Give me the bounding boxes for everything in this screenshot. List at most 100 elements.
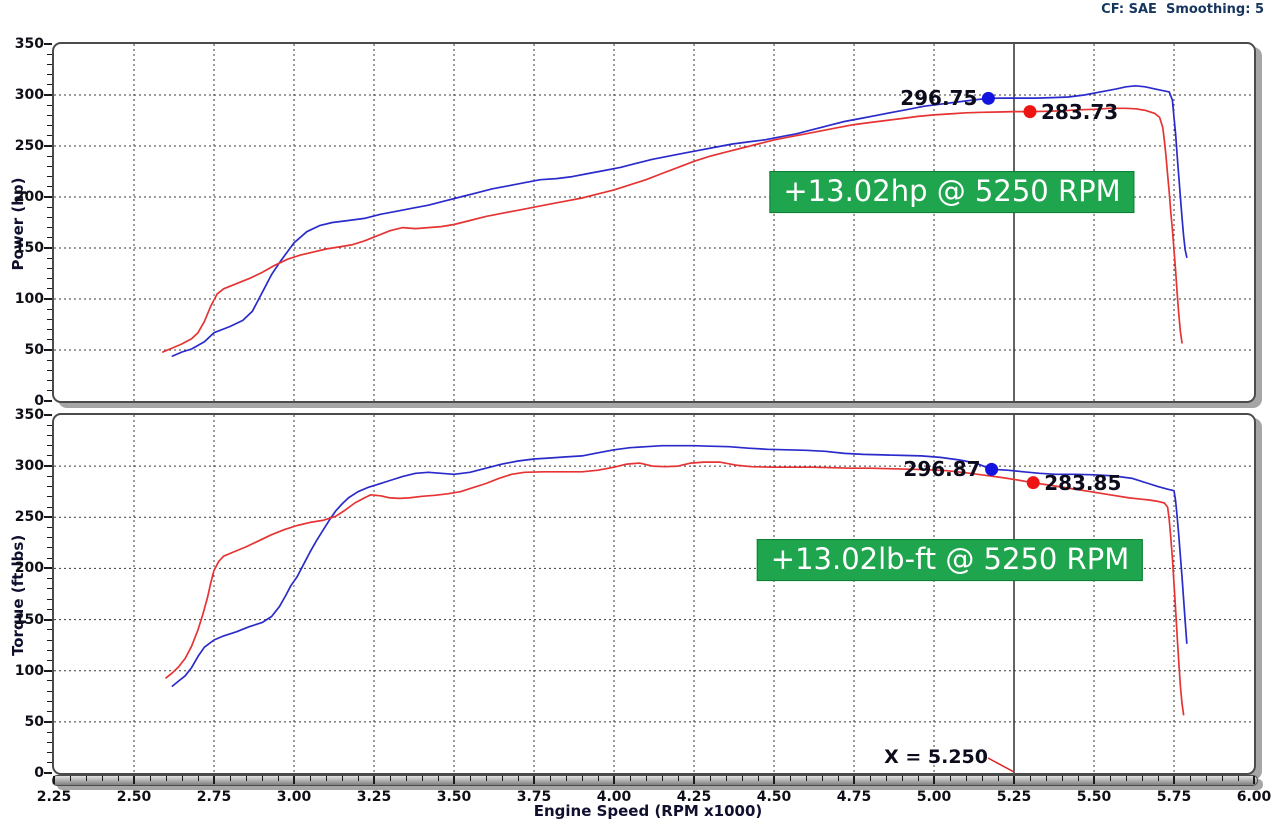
power-y-tick-label: 200 [14,189,44,205]
x-axis-tick [181,776,183,781]
torque-before-marker-dot[interactable] [1026,476,1040,490]
power-gain-annotation: +13.02hp @ 5250 RPM [769,171,1135,213]
y-axis-tick [44,567,52,570]
y-axis-tick [47,731,52,733]
x-axis-tick [101,776,103,781]
x-axis-tick [1109,776,1111,781]
x-tick-label: 5.25 [996,789,1032,805]
x-axis-tick [85,776,87,781]
x-axis-tick [629,776,631,781]
y-axis-tick [47,680,52,682]
cursor-label-leader-line [987,757,1015,773]
y-axis-tick [44,247,52,249]
power-plot-area[interactable] [54,44,1254,401]
x-axis-tick [597,776,599,781]
x-axis-tick [757,776,759,781]
x-axis-tick [645,776,647,781]
x-axis-tick [1045,776,1047,781]
torque-after-marker-value: 296.87 [903,457,981,482]
x-axis-title: Engine Speed (RPM x1000) [533,802,763,820]
y-axis-tick [44,349,52,351]
y-axis-tick [47,53,52,55]
y-axis-tick [47,700,52,702]
power-y-tick-label: 350 [14,36,44,52]
x-axis-tick [213,776,215,784]
torque-y-tick-label: 100 [14,662,44,679]
x-axis-tick [1237,776,1239,781]
power-before-marker-dot[interactable] [1023,105,1037,119]
x-axis-tick [1173,776,1175,784]
y-axis-tick [47,445,52,447]
torque-chart-panel[interactable] [52,413,1256,775]
y-axis-tick [47,659,52,661]
torque-plot-area[interactable] [54,415,1254,773]
x-tick-label: 4.25 [676,789,712,805]
x-axis-tick [821,776,823,781]
x-axis-tick [1157,776,1159,781]
y-axis-tick [47,308,52,310]
x-axis-tick [661,776,663,781]
x-tick-label: 2.25 [36,789,72,805]
x-axis-tick [165,776,167,781]
y-axis-tick [47,125,52,127]
x-axis-tick [773,776,775,784]
x-axis-tick [1061,776,1063,781]
x-axis-tick [693,776,695,784]
x-axis-tick [293,776,295,784]
x-tick-label: 3.75 [516,789,552,805]
x-axis-tick [117,776,119,781]
x-axis-tick [613,776,615,784]
y-axis-tick [44,516,52,519]
x-axis-tick [341,776,343,781]
power-after-marker-dot[interactable] [981,91,995,105]
y-axis-tick [47,257,52,259]
y-axis-tick [44,145,52,147]
torque-after-marker-dot[interactable] [985,462,999,476]
y-axis-tick [47,629,52,631]
y-axis-tick [47,578,52,580]
x-axis-tick [533,776,535,784]
x-axis-tick [469,776,471,781]
x-axis-tick [1093,776,1095,784]
x-axis-tick [1013,776,1015,784]
x-axis-tick [261,776,263,781]
x-axis-tick [517,776,519,781]
y-axis-tick [44,465,52,468]
y-axis-tick [47,318,52,320]
x-axis-tick [357,776,359,781]
x-tick-label: 2.50 [116,789,152,805]
y-axis-tick [47,424,52,426]
y-axis-tick [47,649,52,651]
torque-y-tick-label: 50 [24,713,44,730]
power-y-tick-label: 100 [14,291,44,307]
y-axis-tick [47,84,52,86]
y-axis-tick [47,227,52,229]
y-axis-tick [47,475,52,477]
x-axis-tick [869,776,871,781]
y-axis-tick [47,608,52,610]
x-tick-label: 4.00 [596,789,632,805]
y-axis-tick [44,414,52,416]
x-axis-tick [325,776,327,781]
y-axis-tick [47,237,52,239]
y-axis-tick [47,104,52,106]
x-axis-tick [277,776,279,781]
y-axis-tick [47,267,52,269]
x-axis-tick [805,776,807,781]
y-axis-tick [47,176,52,178]
torque-before-marker-value: 283.85 [1044,470,1122,495]
power-chart-panel[interactable] [52,42,1256,403]
x-axis-tick [565,776,567,781]
y-axis-tick [47,762,52,764]
x-axis-tick [1141,776,1143,781]
torque-axis-title: Torque (ft-lbs) [9,534,27,656]
y-axis-tick [47,216,52,218]
y-axis-tick [47,339,52,341]
torque-y-tick-label: 0 [34,765,44,781]
x-axis-tick [949,776,951,781]
x-axis-tick [437,776,439,781]
x-axis-tick [725,776,727,781]
y-axis-tick [47,186,52,188]
y-axis-tick [47,369,52,371]
